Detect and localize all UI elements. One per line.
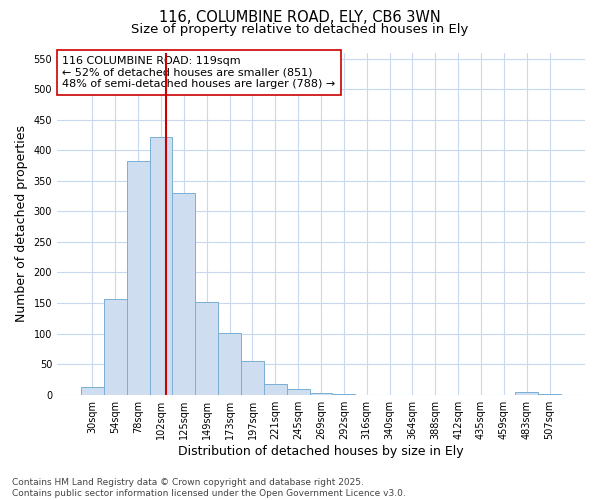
Bar xyxy=(127,160,149,394)
Text: Contains HM Land Registry data © Crown copyright and database right 2025.
Contai: Contains HM Land Registry data © Crown c… xyxy=(12,478,406,498)
X-axis label: Distribution of detached houses by size in Ely: Distribution of detached houses by size … xyxy=(178,444,464,458)
Text: Size of property relative to detached houses in Ely: Size of property relative to detached ho… xyxy=(131,22,469,36)
Text: 116 COLUMBINE ROAD: 119sqm
← 52% of detached houses are smaller (851)
48% of sem: 116 COLUMBINE ROAD: 119sqm ← 52% of deta… xyxy=(62,56,335,89)
Bar xyxy=(172,193,196,394)
Y-axis label: Number of detached properties: Number of detached properties xyxy=(15,125,28,322)
Text: 116, COLUMBINE ROAD, ELY, CB6 3WN: 116, COLUMBINE ROAD, ELY, CB6 3WN xyxy=(159,10,441,25)
Bar xyxy=(104,299,127,394)
Bar xyxy=(218,333,241,394)
Bar xyxy=(241,361,264,394)
Bar xyxy=(287,388,310,394)
Bar xyxy=(149,137,172,394)
Bar xyxy=(515,392,538,394)
Bar xyxy=(264,384,287,394)
Bar xyxy=(196,302,218,394)
Bar xyxy=(81,388,104,394)
